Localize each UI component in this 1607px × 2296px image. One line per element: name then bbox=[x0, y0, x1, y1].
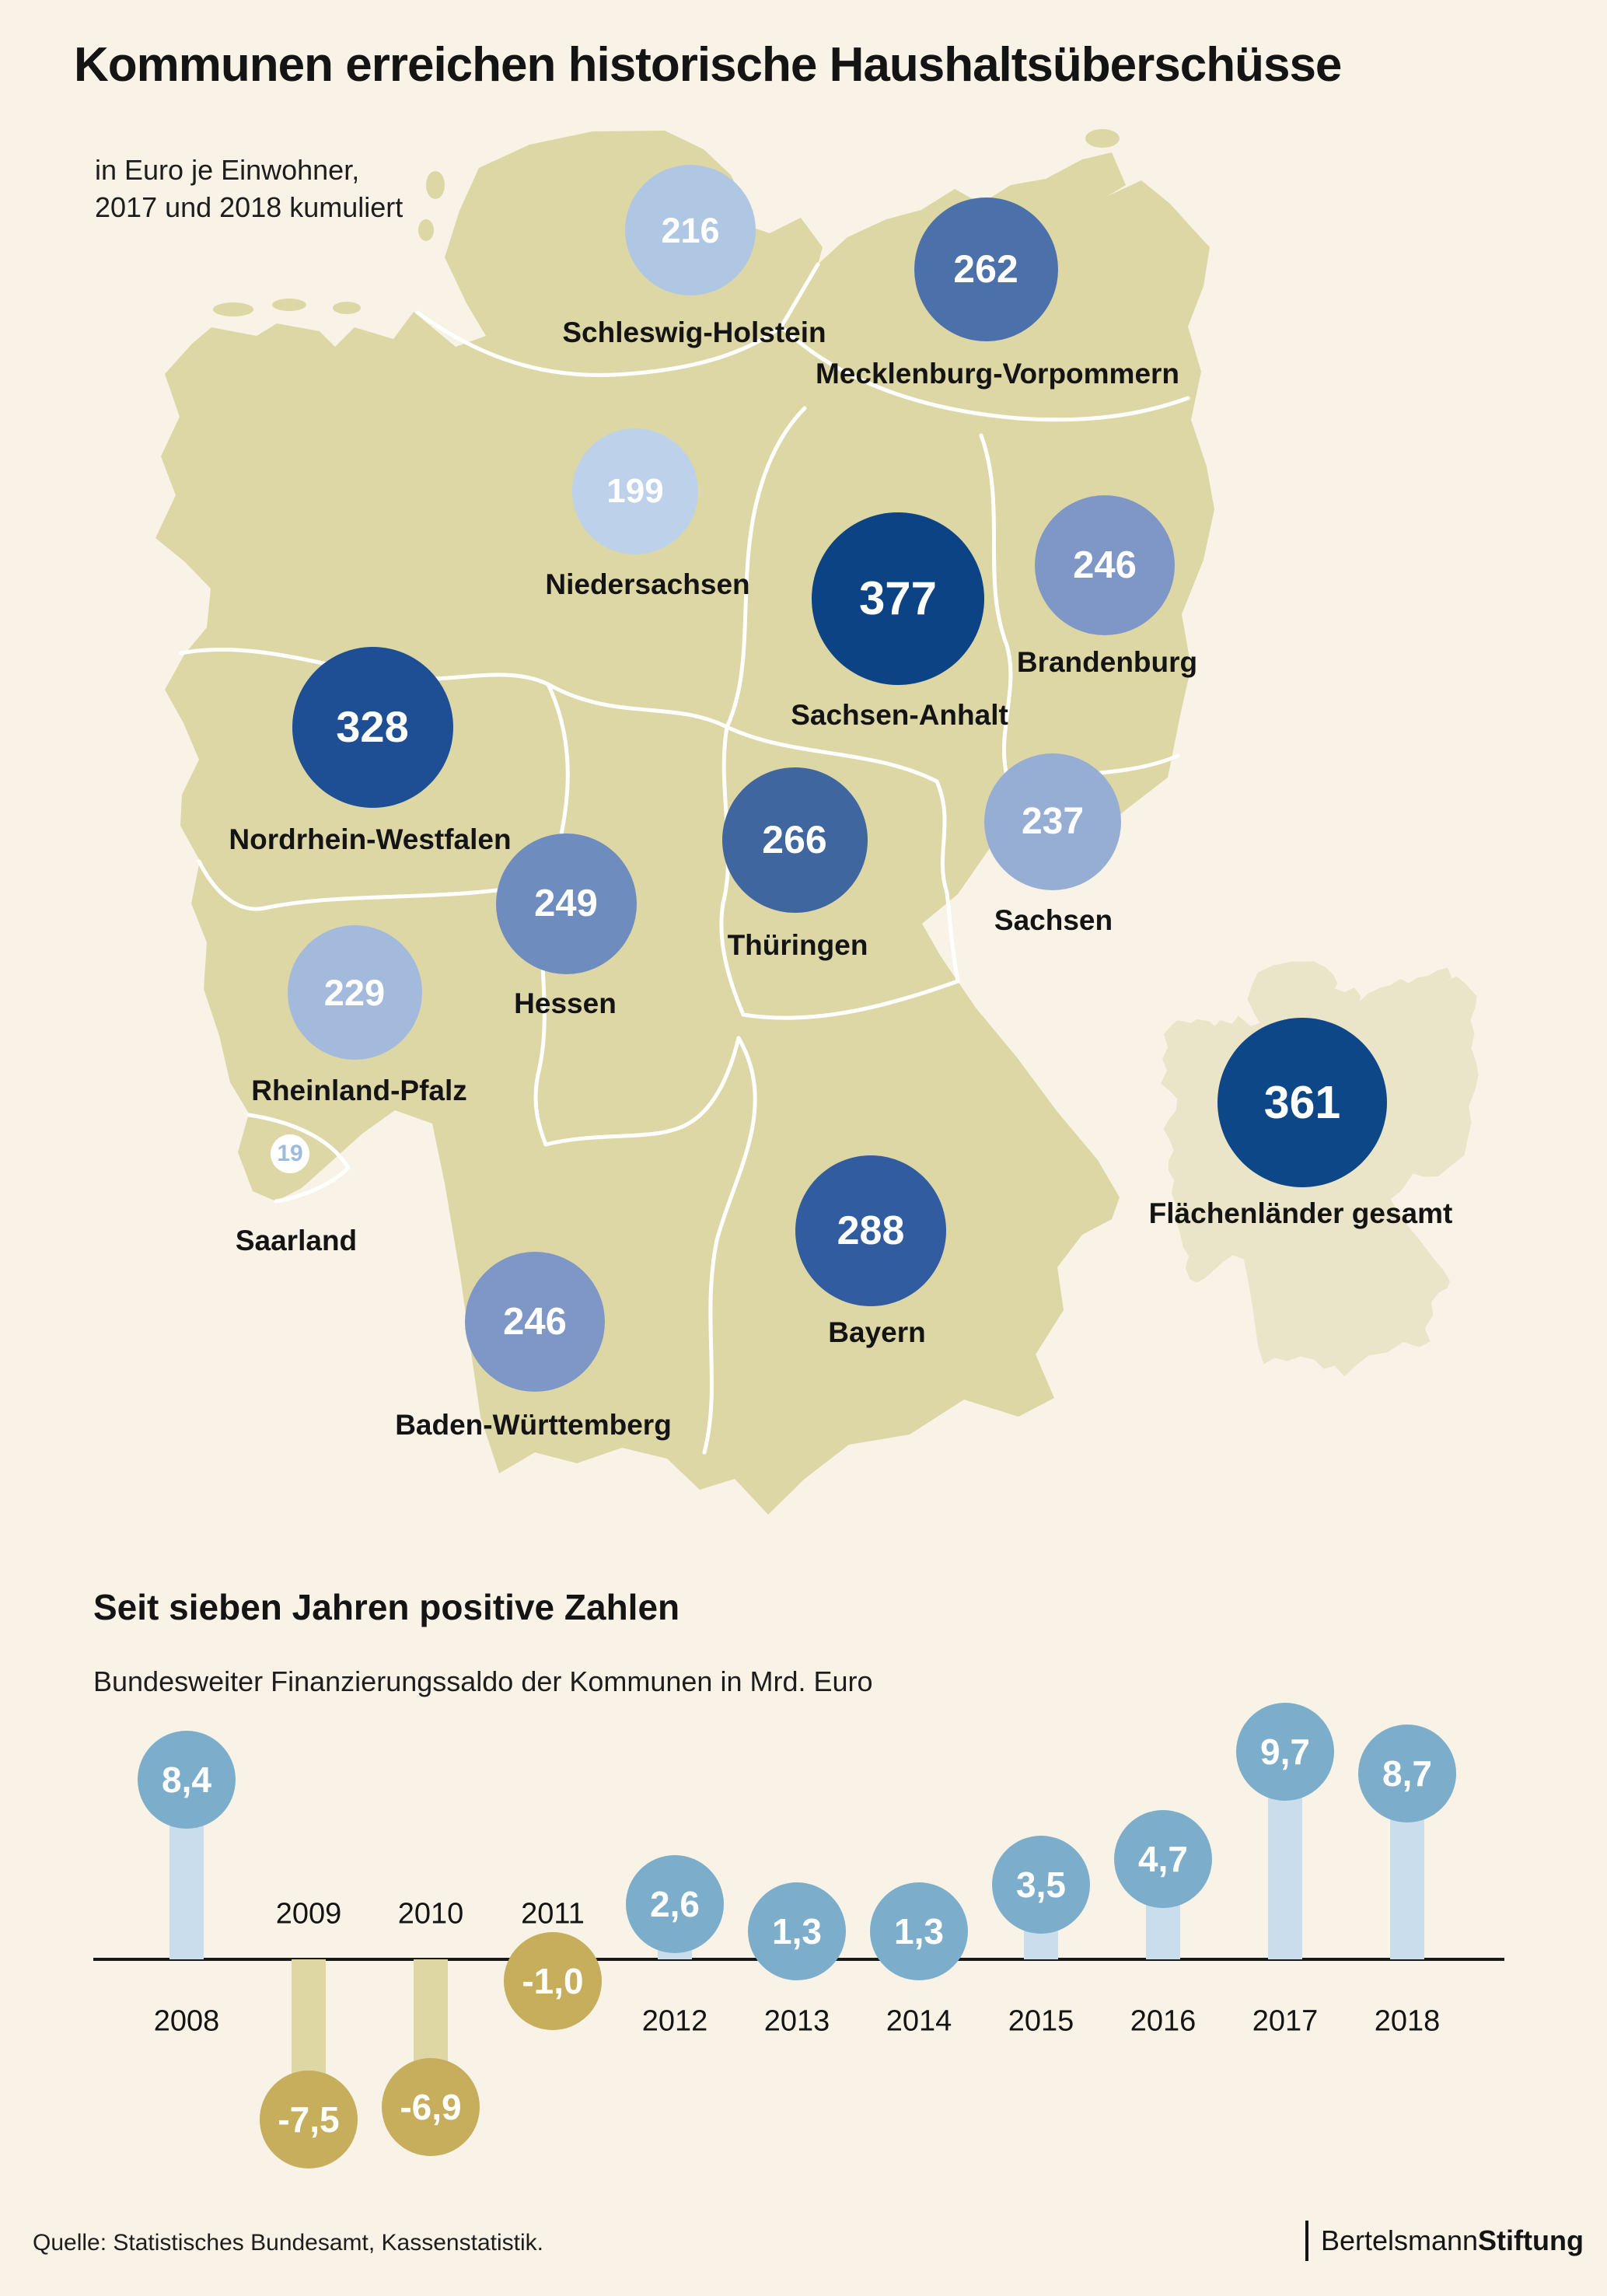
subtitle-line-2: 2017 und 2018 kumuliert bbox=[95, 191, 403, 223]
state-bubble-flaechenlaender-gesamt: 361 bbox=[1217, 1018, 1387, 1187]
chart-subheading: Bundesweiter Finanzierungssaldo der Komm… bbox=[93, 1665, 873, 1697]
year-bubble-2012: 2,6 bbox=[626, 1854, 724, 1953]
brand-name-bold: Stiftung bbox=[1478, 2224, 1584, 2256]
brand-logo: Bertelsmann Stiftung bbox=[1305, 2221, 1584, 2261]
state-label-schleswig-holstein: Schleswig-Holstein bbox=[562, 316, 826, 348]
page-title: Kommunen erreichen historische Haushalts… bbox=[74, 38, 1342, 92]
state-label-thueringen: Thüringen bbox=[727, 929, 868, 961]
year-bubble-2009: -7,5 bbox=[260, 2071, 358, 2169]
state-bubble-thueringen: 266 bbox=[721, 767, 868, 913]
state-bubble-saarland: 19 bbox=[271, 1134, 309, 1173]
state-label-rheinland-pfalz: Rheinland-Pfalz bbox=[251, 1075, 467, 1106]
state-bubble-mecklenburg-vorpommern: 262 bbox=[914, 197, 1058, 341]
state-bubble-nordrhein-westfalen: 328 bbox=[292, 646, 453, 808]
year-label-2015: 2015 bbox=[1008, 2004, 1074, 2038]
brand-bar-icon bbox=[1305, 2221, 1308, 2261]
brand-name-regular: Bertelsmann bbox=[1320, 2224, 1479, 2256]
state-label-mecklenburg-vorpommern: Mecklenburg-Vorpommern bbox=[815, 358, 1180, 390]
year-bubble-2018: 8,7 bbox=[1358, 1724, 1456, 1822]
state-bubble-niedersachsen: 199 bbox=[572, 428, 698, 554]
state-label-sachsen-anhalt: Sachsen-Anhalt bbox=[791, 699, 1008, 731]
year-label-2018: 2018 bbox=[1374, 2004, 1441, 2038]
state-label-brandenburg: Brandenburg bbox=[1016, 646, 1198, 678]
year-bubble-2016: 4,7 bbox=[1114, 1809, 1212, 1908]
source-note: Quelle: Statistisches Bundesamt, Kassens… bbox=[33, 2230, 543, 2256]
year-bubble-2010: -6,9 bbox=[382, 2057, 480, 2156]
state-label-bayern: Bayern bbox=[828, 1316, 926, 1348]
state-bubble-rheinland-pfalz: 229 bbox=[287, 924, 422, 1060]
coastal-islands bbox=[213, 129, 1120, 316]
subtitle-line-1: in Euro je Einwohner, bbox=[95, 154, 360, 186]
state-label-saarland: Saarland bbox=[235, 1225, 358, 1256]
state-bubble-sachsen-anhalt: 377 bbox=[812, 512, 984, 685]
year-label-2010: 2010 bbox=[397, 1897, 464, 1931]
state-label-baden-wuerttemberg: Baden-Württemberg bbox=[395, 1409, 672, 1441]
state-label-nordrhein-westfalen: Nordrhein-Westfalen bbox=[229, 823, 512, 855]
state-bubble-hessen: 249 bbox=[495, 833, 637, 974]
year-label-2016: 2016 bbox=[1130, 2004, 1197, 2038]
state-label-flaechenlaender-gesamt: Flächenländer gesamt bbox=[1148, 1197, 1453, 1229]
state-bubble-sachsen: 237 bbox=[984, 753, 1121, 890]
year-label-2008: 2008 bbox=[153, 2004, 220, 2038]
year-bubble-2013: 1,3 bbox=[748, 1882, 846, 1981]
year-label-2017: 2017 bbox=[1252, 2004, 1319, 2038]
year-label-2011: 2011 bbox=[521, 1897, 585, 1931]
year-label-2013: 2013 bbox=[763, 2004, 830, 2038]
state-bubble-baden-wuerttemberg: 246 bbox=[465, 1252, 605, 1392]
state-bubble-brandenburg: 246 bbox=[1035, 495, 1175, 635]
year-label-2009: 2009 bbox=[275, 1897, 342, 1931]
state-label-sachsen: Sachsen bbox=[994, 904, 1113, 936]
state-label-hessen: Hessen bbox=[514, 987, 617, 1019]
year-label-2014: 2014 bbox=[886, 2004, 952, 2038]
year-bubble-2008: 8,4 bbox=[138, 1731, 236, 1829]
year-label-2012: 2012 bbox=[641, 2004, 708, 2038]
year-bubble-2014: 1,3 bbox=[870, 1882, 968, 1981]
state-bubble-schleswig-holstein: 216 bbox=[625, 165, 756, 295]
state-label-niedersachsen: Niedersachsen bbox=[545, 568, 750, 600]
chart-heading: Seit sieben Jahren positive Zahlen bbox=[93, 1587, 680, 1627]
year-bubble-2015: 3,5 bbox=[992, 1835, 1090, 1934]
state-bubble-bayern: 288 bbox=[795, 1155, 946, 1306]
year-bubble-2011: -1,0 bbox=[504, 1931, 602, 2030]
year-bubble-2017: 9,7 bbox=[1236, 1703, 1334, 1802]
